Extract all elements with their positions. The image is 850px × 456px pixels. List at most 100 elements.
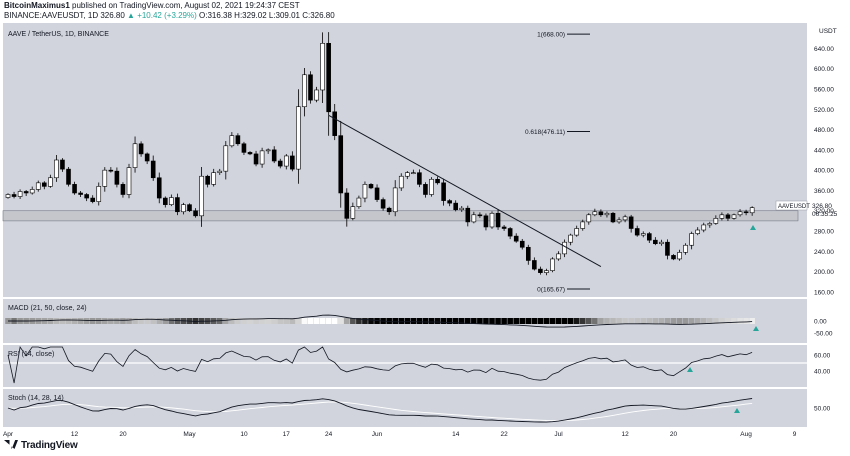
macd-histogram-bar (640, 318, 647, 324)
tradingview-logo-icon (4, 440, 18, 449)
chart-canvas[interactable]: AAVE / TetherUS, 1D, BINANCE MACD (21, 5… (0, 0, 850, 440)
candle-body (417, 172, 422, 185)
candle-body (665, 241, 670, 256)
time-tick-label: Apr (3, 431, 14, 438)
candle-body (283, 155, 289, 167)
macd-histogram-bar (247, 318, 253, 324)
candle-body (277, 160, 283, 167)
macd-histogram-bar (622, 318, 628, 324)
candle-body (592, 211, 598, 216)
candle-body (235, 135, 241, 145)
macd-histogram-bar (670, 318, 677, 324)
candle-body (622, 216, 628, 221)
macd-histogram-bar (700, 318, 707, 324)
macd-histogram-bar (126, 318, 132, 324)
candle-body (66, 168, 71, 185)
rsi-panel (3, 345, 807, 387)
price-tick-label: 560.00 (814, 86, 834, 93)
macd-histogram-bar (743, 318, 749, 324)
macd-histogram-bar (694, 318, 701, 324)
time-tick-label: 12 (71, 431, 79, 438)
candle-body (217, 170, 223, 173)
candle-body (193, 210, 198, 217)
candle-body (404, 172, 410, 177)
macd-histogram-bar (495, 318, 501, 324)
candle-body (17, 191, 23, 197)
candle-body (90, 197, 95, 202)
candle-body (271, 149, 277, 162)
candle-body (429, 178, 434, 195)
stoch-label: Stoch (14, 28, 14) (8, 395, 64, 402)
macd-histogram-bar (319, 318, 326, 324)
candle-body (380, 199, 386, 209)
time-tick-label: 17 (283, 431, 291, 438)
stoch-bullish-marker (734, 408, 740, 413)
candle-body (253, 153, 259, 165)
fib-level-label: 0(165.67) (537, 287, 565, 294)
macd-histogram-bar (392, 318, 398, 324)
macd-histogram-bar (452, 318, 459, 324)
candle-body (640, 233, 646, 236)
candle-body (265, 149, 271, 152)
candle-body (320, 42, 325, 91)
support-zone (2, 210, 799, 222)
candle-body (550, 258, 555, 271)
macd-histogram-bar (549, 318, 556, 324)
macd-histogram-bar (162, 318, 169, 324)
macd-histogram-bar (144, 318, 150, 324)
macd-histogram-bar (434, 318, 441, 324)
candle-body (368, 184, 374, 189)
author-name[interactable]: BitcoinMaximus1 (4, 1, 70, 10)
rsi-label: RSI (14, close) (8, 351, 54, 358)
candle-body (35, 182, 41, 190)
fib-level-label: 0.618(476.11) (525, 129, 565, 136)
candle-body (659, 241, 664, 245)
candle-body (23, 191, 29, 194)
macd-histogram-bar (561, 318, 568, 324)
macd-histogram-bar (676, 318, 683, 324)
time-tick-label: Aug (740, 431, 752, 438)
macd-histogram-bar (47, 318, 54, 324)
macd-histogram-bar (192, 318, 199, 324)
macd-histogram-bar (253, 318, 259, 324)
macd-histogram-bar (229, 318, 235, 324)
candle-body (683, 244, 688, 253)
macd-histogram-bar (440, 318, 447, 324)
candle-body (562, 241, 567, 255)
candle-body (241, 143, 247, 153)
macd-histogram-bar (604, 318, 610, 324)
candle-body (11, 194, 17, 197)
macd-histogram-bar (731, 318, 737, 324)
candle-body (610, 212, 616, 223)
macd-histogram-bar (325, 318, 332, 324)
candle-body (138, 143, 144, 155)
chart-title: AAVE / TetherUS, 1D, BINANCE (8, 31, 109, 38)
candle-body (78, 192, 83, 195)
symbol-tag: AAVEUSDT (778, 204, 810, 210)
candle-body (634, 228, 640, 236)
time-tick-label: May (183, 431, 196, 438)
candle-body (211, 172, 216, 185)
candle-body (350, 206, 356, 219)
candle-body (314, 89, 319, 101)
candle-body (653, 239, 658, 245)
candle-body (392, 187, 398, 213)
macd-histogram-bar (719, 318, 725, 324)
candle-body (72, 184, 77, 194)
candle-body (568, 234, 573, 243)
price-tick-label: 440.00 (814, 147, 834, 154)
macd-histogram-bar (344, 318, 350, 324)
last-price-tag: AAVEUSDT 326.80 06:35:25 (775, 200, 838, 218)
candle-body (163, 197, 168, 205)
candle-body (538, 268, 543, 273)
candle-body (362, 184, 368, 199)
candle-body (628, 216, 634, 229)
candle-body (586, 214, 592, 223)
candle-body (84, 194, 89, 199)
candle-body (187, 204, 192, 212)
stoch-line (7, 398, 753, 423)
candle-body (495, 212, 501, 228)
macd-histogram-bar (513, 318, 519, 324)
candle-body (150, 160, 156, 179)
tradingview-logo[interactable]: TradingView (4, 440, 78, 451)
